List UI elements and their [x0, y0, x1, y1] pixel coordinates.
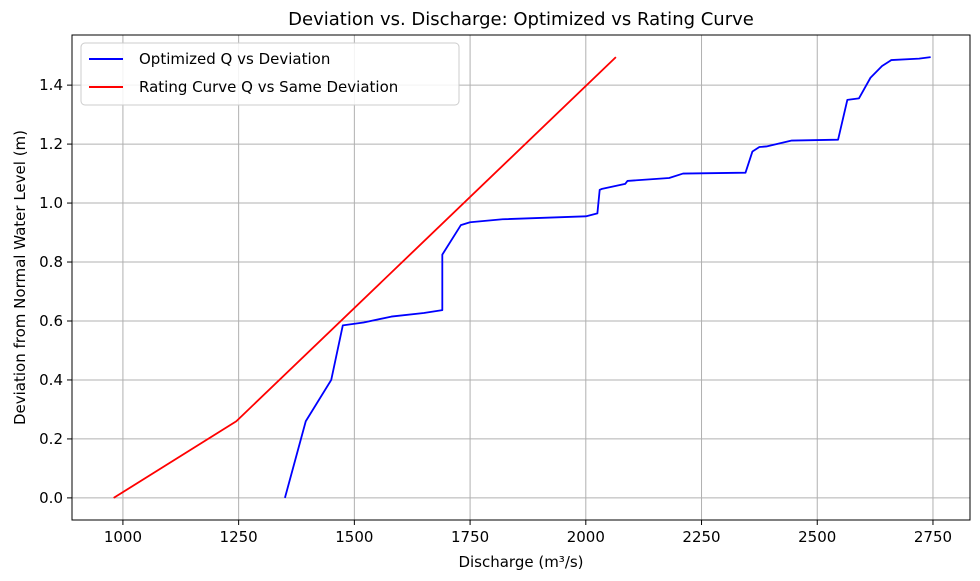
x-tick-label: 2500 — [798, 528, 836, 546]
optimized-q-line — [284, 56, 931, 499]
series-lines — [113, 56, 931, 499]
rating-curve-line — [113, 56, 617, 499]
grid — [72, 35, 970, 520]
y-tick-label: 0.2 — [39, 430, 63, 448]
y-tick-label: 0.6 — [39, 312, 63, 330]
x-tick-label: 2250 — [682, 528, 720, 546]
legend-label: Optimized Q vs Deviation — [139, 50, 330, 68]
x-tick-label: 2000 — [567, 528, 605, 546]
legend: Optimized Q vs Deviation Rating Curve Q v… — [80, 42, 460, 106]
y-tick-label: 0.4 — [39, 371, 63, 389]
y-tick-label: 1.2 — [39, 135, 63, 153]
x-tick-label: 1500 — [335, 528, 373, 546]
x-tick-label: 2750 — [914, 528, 952, 546]
x-axis-ticks: 1000 1250 1500 1750 2000 2250 2500 2750 — [104, 520, 952, 546]
y-axis-label: Deviation from Normal Water Level (m) — [11, 130, 29, 425]
chart-title: Deviation vs. Discharge: Optimized vs Ra… — [288, 9, 754, 30]
x-tick-label: 1750 — [451, 528, 489, 546]
x-axis-label: Discharge (m³/s) — [458, 553, 583, 571]
y-tick-label: 1.4 — [39, 76, 63, 94]
y-tick-label: 1.0 — [39, 194, 63, 212]
plot-frame — [71, 34, 971, 521]
x-tick-label: 1000 — [104, 528, 142, 546]
y-tick-label: 0.8 — [39, 253, 63, 271]
y-tick-label: 0.0 — [39, 489, 63, 507]
y-axis-ticks: 0.0 0.2 0.4 0.6 0.8 1.0 1.2 1.4 — [39, 76, 72, 507]
x-tick-label: 1250 — [220, 528, 258, 546]
legend-label: Rating Curve Q vs Same Deviation — [139, 78, 398, 96]
legend-box — [80, 42, 460, 106]
